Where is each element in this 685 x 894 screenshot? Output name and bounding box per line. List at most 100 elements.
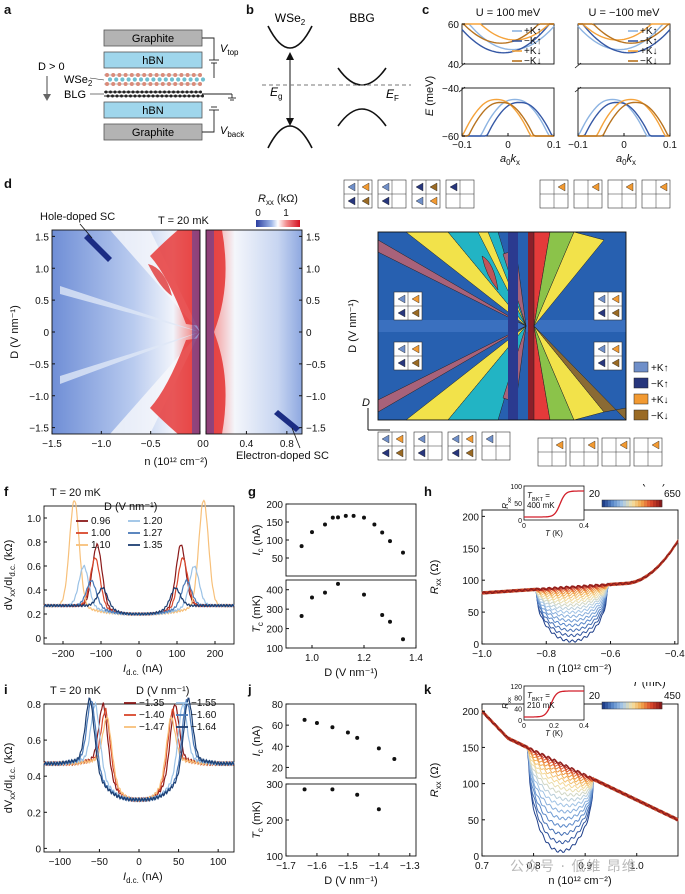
carbon-atom <box>194 90 198 94</box>
carbon-atom <box>199 90 202 94</box>
colorbar-cell <box>608 500 612 507</box>
carbon-atom <box>111 94 114 98</box>
fermi-pocket-icon <box>557 182 566 192</box>
cnp-strip <box>528 232 534 420</box>
svg-k-inset-ylabel-part: R <box>501 703 510 709</box>
svg-h-inset-ylabel-part: R <box>501 503 510 509</box>
carbon-atom <box>127 90 130 94</box>
ic-point <box>330 515 335 520</box>
svg-h-ylabel: Rxx (Ω) <box>429 560 443 594</box>
colorbar-cell <box>626 500 630 507</box>
svg-i-xlabel: Id.c. (nA) <box>123 871 163 885</box>
ic-point <box>314 721 319 726</box>
valence-band-curve <box>578 101 671 137</box>
svg-g-ic-ylabel-part: I <box>251 552 263 555</box>
panel-c-ylabel-part: (meV) <box>424 76 436 109</box>
tc-point <box>330 787 335 792</box>
svg-h-inset-tbkt-part: BKT <box>532 497 544 503</box>
svg-g-ic-ytick: 150 <box>266 518 283 529</box>
fermi-pocket-icon <box>411 294 420 304</box>
panel-c-title-0: U = 100 meV <box>476 7 541 19</box>
tc-point <box>355 792 360 797</box>
panel-c-xtick-label: 0.1 <box>547 140 561 151</box>
w-atom <box>194 77 199 82</box>
panel-d-xtick-label: 0.8 <box>280 439 294 450</box>
panel-c-top-frame <box>577 23 671 65</box>
conduction-band-curve <box>578 23 671 54</box>
colorbar-cell <box>623 702 627 709</box>
colorbar-cell <box>614 500 618 507</box>
colorbar-cell <box>635 500 639 507</box>
fermi-pocket-icon <box>611 358 620 368</box>
rxx-curve <box>481 541 679 619</box>
panel-d-ytick-label: 0 <box>43 328 49 339</box>
hole-doped-sc-region <box>84 234 112 262</box>
carbon-atom <box>133 94 137 98</box>
svg-i-ytick-label: 0.8 <box>27 700 41 711</box>
svg-h-xlabel: n (10¹² cm⁻²) <box>548 663 611 675</box>
w-atom <box>126 77 131 82</box>
ic-point <box>362 515 366 520</box>
svg-g-ic-ytick: 200 <box>266 500 283 511</box>
colorbar-cell <box>653 702 657 709</box>
fermi-pocket-icon <box>347 182 356 192</box>
panel-e-legend-swatch <box>633 409 649 421</box>
svg-i-ylabel-part: dV <box>3 799 15 813</box>
panel-letter-j: j <box>248 682 252 697</box>
panel-a-device-schematic: Graphite hBN hBN Graphite D > 0 WSe2 BLG… <box>38 29 245 141</box>
carbon-atom <box>106 94 110 98</box>
svg-k-xlabel: n (10¹² cm⁻²) <box>548 875 611 887</box>
tc-point <box>376 807 381 812</box>
colorbar-cell <box>608 702 612 709</box>
phase-diagram-frame <box>377 231 627 421</box>
se-atom <box>173 73 178 77</box>
carbon-atom <box>113 90 117 94</box>
ic-point <box>351 513 356 518</box>
panel-c-band-structures: U = 100 meV−0.1 0 0.1a0kx+K↑−K↑+K↓−K↓6040−… <box>424 7 677 167</box>
ic-point <box>323 522 327 527</box>
vtop-label: Vtop <box>220 43 239 57</box>
panel-c-xlabel-part: k <box>627 153 633 165</box>
colorbar-frame <box>601 499 663 508</box>
svg-f-legend-label: 0.96 <box>91 516 111 527</box>
tc-point <box>388 619 392 624</box>
top-fermi-icon-2 <box>411 179 441 209</box>
top-fermi-icon-4 <box>539 179 569 209</box>
svg-g-ic-ytick: 50 <box>272 554 284 565</box>
ic-point <box>372 522 377 527</box>
svg-j-ic-ylabel-part: I <box>251 753 263 756</box>
panel-e-legend-label: +K↑ <box>651 363 669 374</box>
svg-h-colorbar-label-part: T <box>632 484 640 487</box>
se-atom <box>117 82 122 86</box>
svg-h-ytick: 0 <box>473 640 479 651</box>
hbn-bottom-layer <box>103 101 203 119</box>
svg-f-ylabel: dVxx/dId.c. (kΩ) <box>3 540 17 610</box>
se-atom <box>117 73 122 77</box>
se-atom <box>160 73 165 77</box>
w-atom <box>188 77 193 82</box>
svg-k-inset-tbkt-part: = <box>543 691 550 700</box>
svg-j-ic-ytick: 20 <box>272 763 284 774</box>
svg-k-colorbar-label-part: (mK) <box>639 682 666 689</box>
w-atom <box>132 77 137 82</box>
bottom-fermi-icon-6 <box>601 437 631 467</box>
carbon-atom <box>172 90 175 94</box>
fermi-pocket-icon <box>411 344 420 354</box>
svg-k-ytick: 200 <box>462 707 479 718</box>
panel-e-phase-diagram: D (V nm⁻¹)Dn+K↑−K↑+K↓−K↓ <box>343 179 671 467</box>
svg-f-xlabel-part: d.c. <box>126 668 139 677</box>
carbon-atom <box>158 90 162 94</box>
panel-c-legend-label: +K↑ <box>640 26 658 37</box>
valence-band-curve <box>462 101 555 137</box>
colorbar-cell <box>617 702 621 709</box>
conduction-band-curve <box>461 23 554 44</box>
svg-i-xlabel-part: d.c. <box>126 876 139 885</box>
fermi-pocket-icon <box>659 182 668 192</box>
svg-i-temperature: T = 20 mK <box>50 685 102 697</box>
carbon-atom <box>176 90 180 94</box>
svg-h-inset-xtick: 0.4 <box>579 523 589 530</box>
fermi-pocket-icon <box>415 182 424 192</box>
inset-rt-curve <box>524 690 584 718</box>
panel-letter-h: h <box>424 484 432 499</box>
svg-k-ylabel-part: xx <box>434 781 443 789</box>
